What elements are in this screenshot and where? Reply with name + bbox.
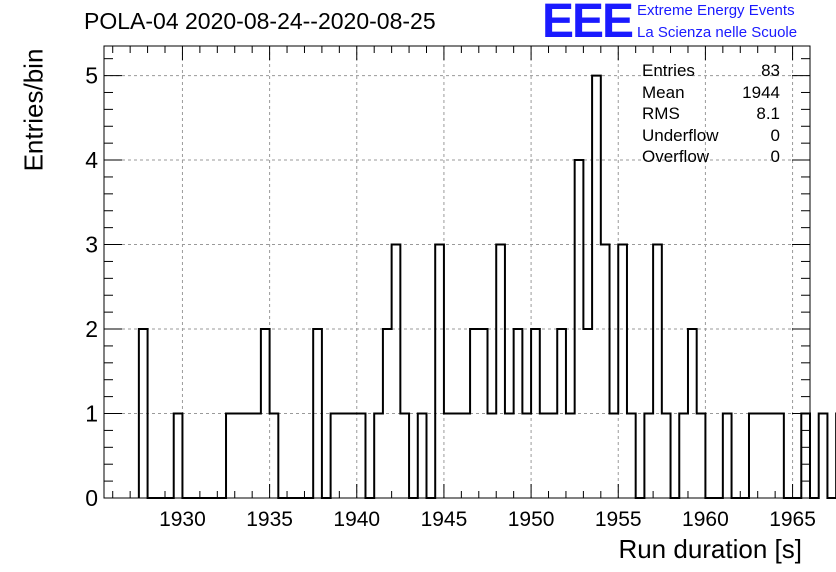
logo-line-2: La Scienza nelle Scuole xyxy=(637,24,798,41)
histogram-outline xyxy=(137,74,836,499)
x-tick-label: 1930 xyxy=(159,508,206,531)
chart-title: POLA-04 2020-08-24--2020-08-25 xyxy=(84,8,436,34)
stat-row-mean: Mean 1944 xyxy=(642,82,780,104)
stat-row-overflow: Overflow 0 xyxy=(642,146,780,168)
y-tick-label: 0 xyxy=(85,485,98,511)
y-tick-label: 4 xyxy=(85,147,98,173)
histogram-series xyxy=(137,74,836,499)
stat-row-entries: Entries 83 xyxy=(642,60,780,82)
stat-value: 0 xyxy=(770,125,780,145)
x-tick-label: 1965 xyxy=(769,508,816,531)
x-axis-label: Run duration [s] xyxy=(618,534,802,564)
x-tick-label: 1940 xyxy=(333,508,380,531)
stat-value: 1944 xyxy=(742,82,780,102)
stat-value: 0 xyxy=(770,147,780,167)
stats-box: Entries 83 Mean 1944 RMS 8.1 Underflow 0… xyxy=(642,60,780,168)
eee-logo: EEE xyxy=(542,0,634,48)
x-tick-label: 1950 xyxy=(508,508,555,531)
stat-label: Entries xyxy=(642,61,695,80)
x-tick-label: 1960 xyxy=(682,508,729,531)
stat-value: 83 xyxy=(761,61,780,80)
x-tick-label: 1945 xyxy=(421,508,468,531)
stat-value: 8.1 xyxy=(756,104,780,124)
axes: 1930 1935 1940 1945 1950 1955 1960 1965 0 1 2 3 4 5 xyxy=(85,45,816,531)
logo-line-1: Extreme Energy Events xyxy=(637,2,795,19)
stat-label: RMS xyxy=(642,104,680,124)
stat-row-rms: RMS 8.1 xyxy=(642,103,780,125)
x-tick-label: 1935 xyxy=(246,508,293,531)
y-tick-label: 1 xyxy=(85,401,98,427)
plot-frame xyxy=(103,45,811,499)
stat-label: Overflow xyxy=(642,147,710,167)
y-tick-label: 5 xyxy=(85,63,98,89)
y-tick-label: 2 xyxy=(85,316,98,342)
y-tick-label: 3 xyxy=(85,232,98,258)
x-tick-label: 1955 xyxy=(595,508,642,531)
y-axis-label: Entries/bin xyxy=(18,48,49,172)
stat-label: Mean xyxy=(642,82,685,102)
stat-row-underflow: Underflow 0 xyxy=(642,125,780,147)
stat-label: Underflow xyxy=(642,125,719,145)
